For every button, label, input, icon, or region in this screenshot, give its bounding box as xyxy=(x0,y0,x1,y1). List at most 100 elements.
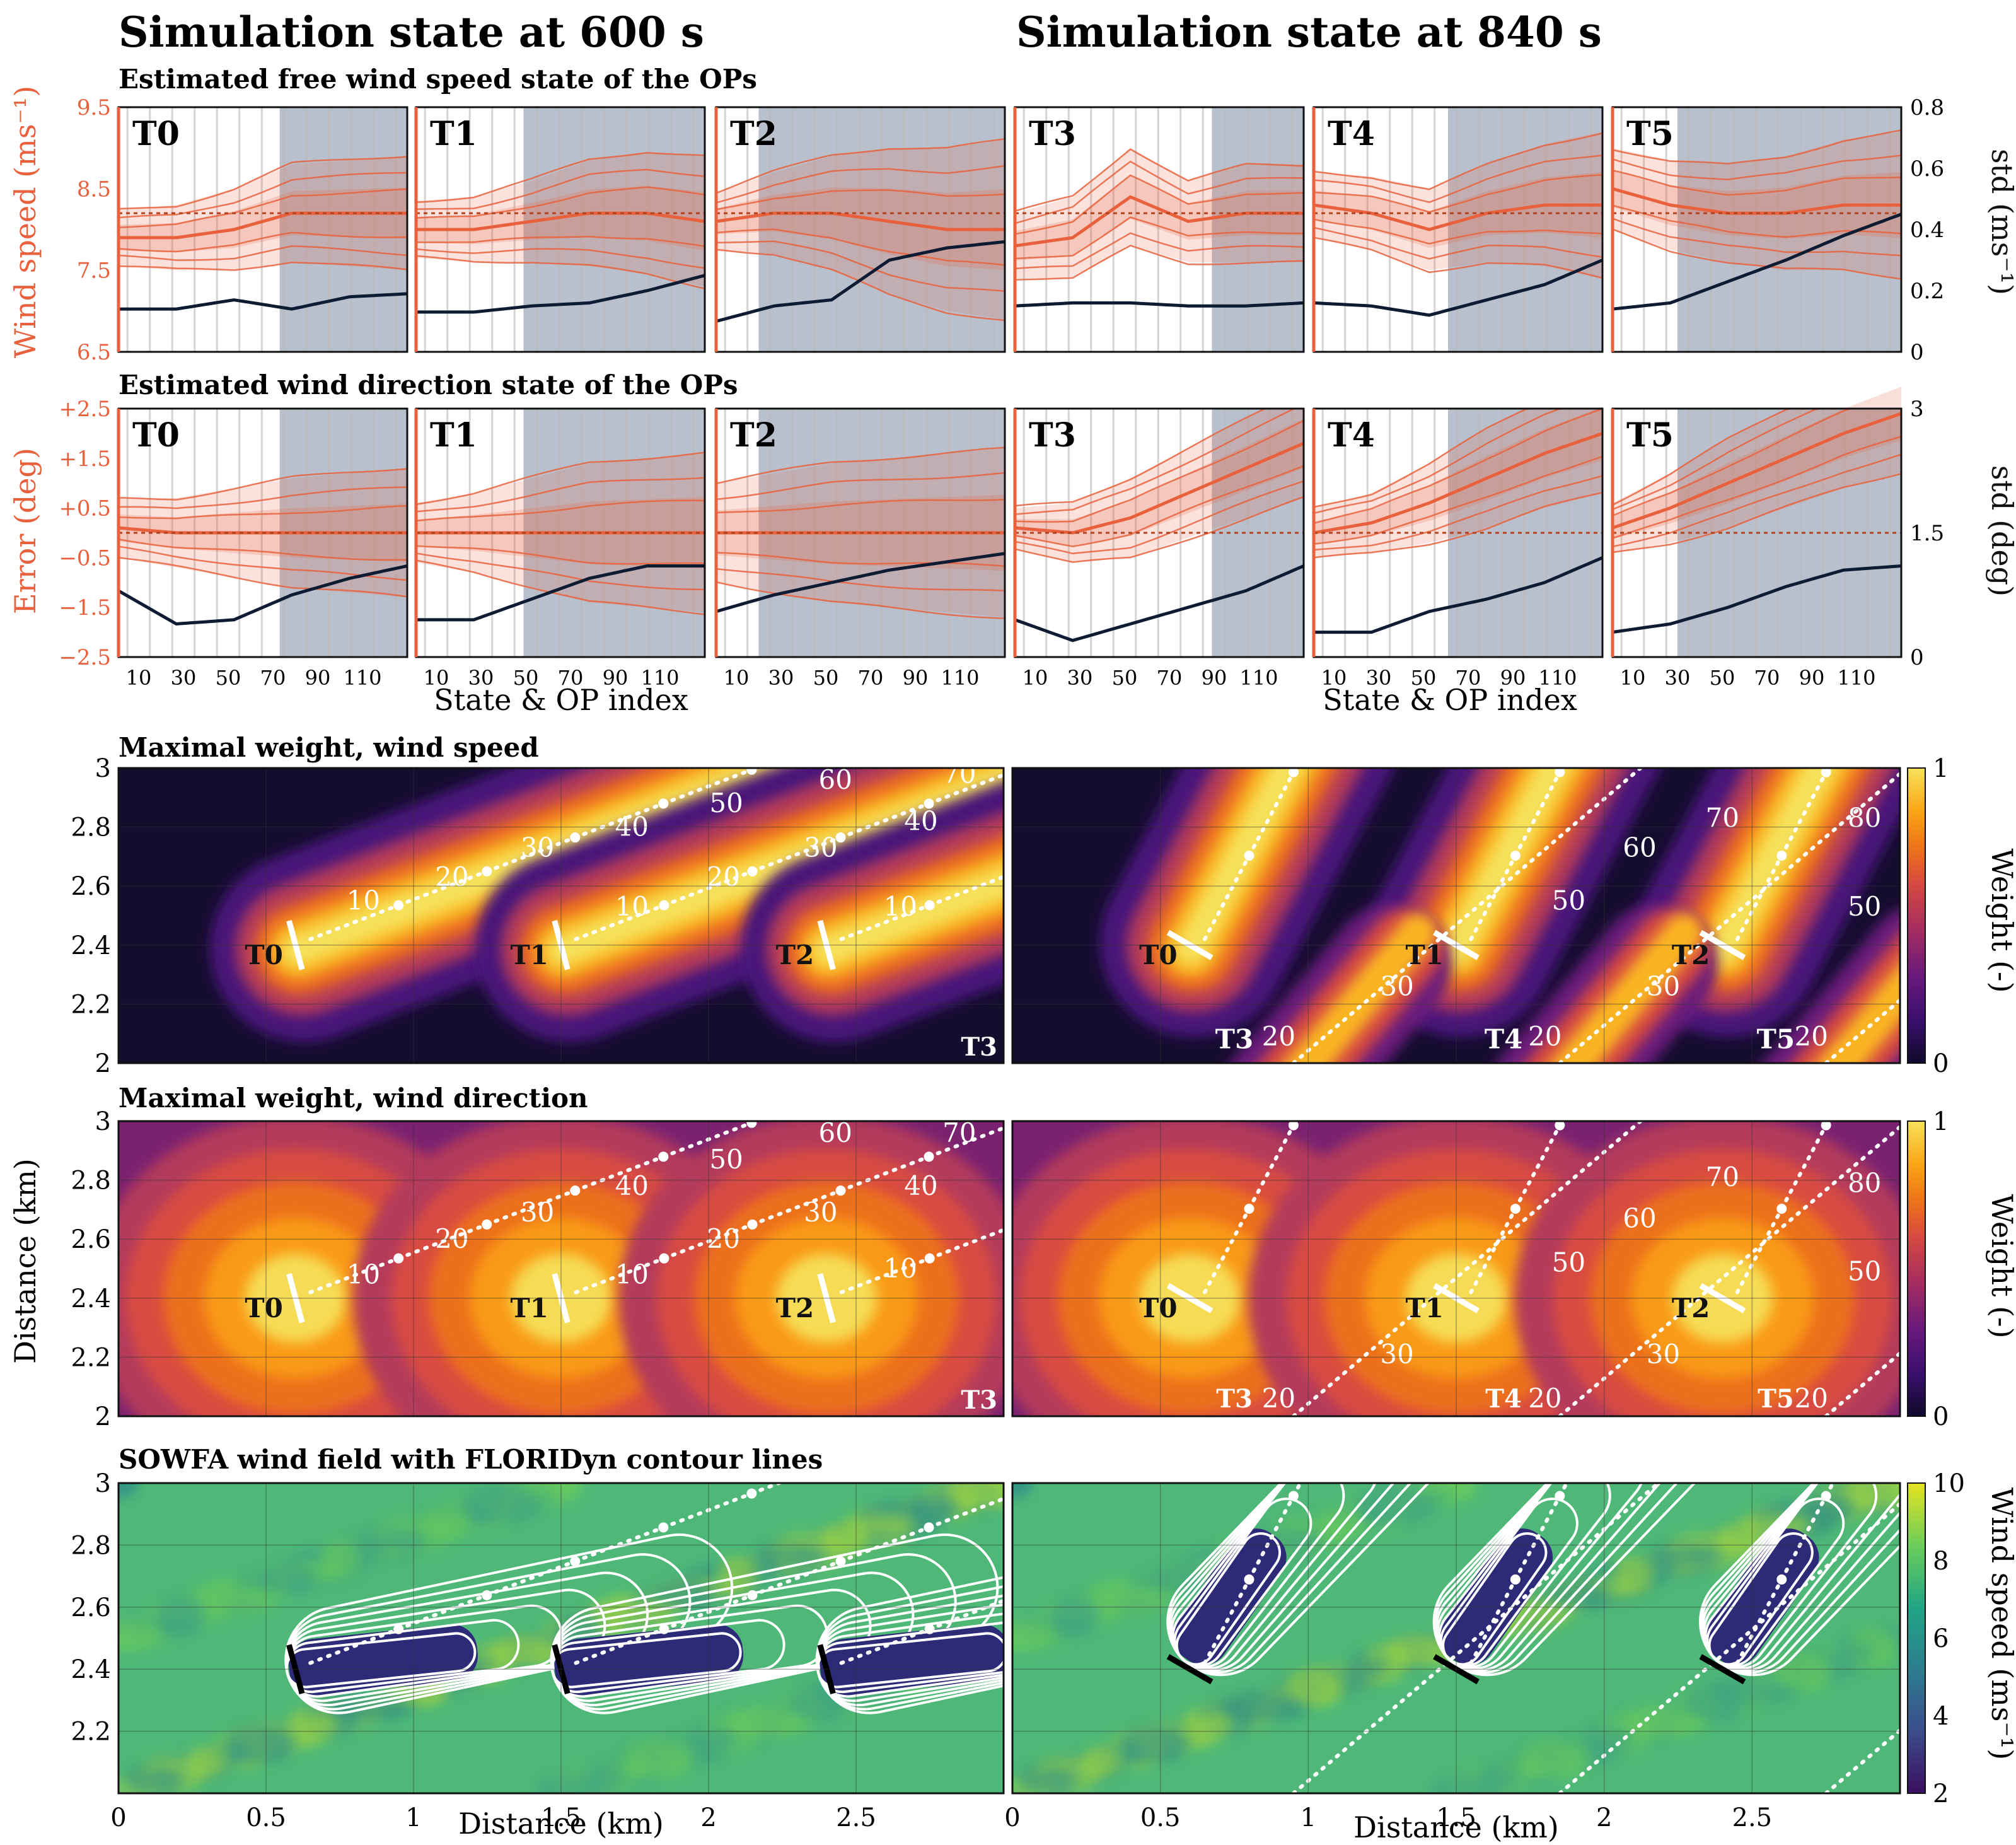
y-tick-label: 3 xyxy=(95,1107,111,1136)
panel-frame xyxy=(117,767,1005,1064)
ensemble-line xyxy=(1014,407,1304,515)
x-tick-label: 2 xyxy=(700,1803,716,1832)
spread-band xyxy=(1314,409,1602,558)
y2-tick-label: 1.5 xyxy=(1910,521,1944,546)
ensemble-line xyxy=(715,552,1005,567)
y-tick-label: +1.5 xyxy=(59,446,111,472)
ensemble-line xyxy=(118,231,408,253)
ensemble-line xyxy=(715,165,1005,204)
y-tick-label: 9.5 xyxy=(77,95,111,120)
turbulence-patch xyxy=(1050,1597,1099,1636)
colorbar-tick-label: 4 xyxy=(1933,1702,1949,1731)
turbulence-patch xyxy=(422,1508,470,1539)
turbulence-patch xyxy=(1583,1729,1631,1752)
title-weight-speed: Maximal weight, wind speed xyxy=(119,732,539,763)
op-chain xyxy=(1735,1483,1835,1665)
op-marker xyxy=(1510,850,1521,861)
ensemble-line xyxy=(118,261,408,271)
turbine-label: T1 xyxy=(430,115,477,153)
line-panel-T2: T2 xyxy=(714,106,1006,353)
op-index-label: 40 xyxy=(904,805,937,836)
bottom-turbine-label: T5 xyxy=(1758,1384,1794,1414)
op-chain-lower xyxy=(1291,768,1644,1063)
std-line xyxy=(715,552,1005,614)
turbulence-patch xyxy=(1710,1675,1788,1706)
op-index-label: 70 xyxy=(942,1117,976,1148)
op-chain-lower xyxy=(1558,771,1900,1063)
turbulence-patch xyxy=(1843,1483,1900,1508)
ensemble-line xyxy=(415,152,705,204)
x-tick-label: 30 xyxy=(1067,666,1093,690)
turbine-map-label: T2 xyxy=(776,940,814,970)
x-tick-label: 70 xyxy=(260,666,286,690)
op-marker xyxy=(659,1624,669,1634)
mean-line xyxy=(1612,412,1902,530)
x-tick-label: 50 xyxy=(513,666,539,690)
ensemble-line xyxy=(1014,232,1304,270)
y2-tick-label: 0.8 xyxy=(1910,95,1944,120)
op-index-label: T5 xyxy=(1757,1024,1795,1055)
turbulence-patch xyxy=(226,1725,294,1763)
op-marker xyxy=(1821,1491,1831,1501)
op-index-label: 20 xyxy=(1262,1021,1295,1052)
x-tick-label: 2 xyxy=(1596,1803,1612,1832)
colorbar xyxy=(1907,767,1926,1064)
ensemble-line xyxy=(415,545,705,565)
op-marker xyxy=(1776,1574,1787,1585)
op-chain xyxy=(1203,768,1298,941)
op-index-label: 10 xyxy=(615,891,649,922)
std-line xyxy=(416,274,705,314)
std-line xyxy=(117,564,408,626)
turbulence-patch xyxy=(1653,1546,1722,1569)
op-index-label: 30 xyxy=(804,1197,837,1228)
op-index-label: 10 xyxy=(347,885,380,916)
turbine-map-label: T0 xyxy=(245,940,282,970)
colorbar-tick-label: 8 xyxy=(1933,1547,1949,1576)
op-index-label: 10 xyxy=(883,1253,917,1284)
turbulence-patch xyxy=(119,1620,162,1651)
line-panel-T1: T1 xyxy=(414,106,706,353)
turbulence-patch xyxy=(460,1486,538,1524)
op-index-label: 30 xyxy=(1647,970,1680,1001)
op-chain xyxy=(839,1598,1004,1665)
y-tick-label: +2.5 xyxy=(59,397,111,422)
x-tick-label: 0 xyxy=(1004,1803,1020,1832)
state-index-label-right: State & OP index xyxy=(1323,683,1577,717)
op-marker xyxy=(1821,1121,1831,1131)
weight-cbar-label-1: Weight (-) xyxy=(1985,848,2016,992)
colorbar-tick-label: 0 xyxy=(1933,1049,1949,1078)
turbulence-patch xyxy=(586,1762,625,1793)
map-panel-maximal_weight_wind_direction-0: T0 T1 T2 10 20 30 40 50 60 70 10 20 30 40 10 T3 xyxy=(117,1117,1005,1417)
op-marker xyxy=(570,832,581,843)
turbulence-patch xyxy=(1348,1658,1387,1681)
y-tick-label: 2.6 xyxy=(71,1593,111,1622)
x-tick-label: 90 xyxy=(1799,666,1825,690)
op-index-label: 50 xyxy=(709,788,743,818)
op-marker xyxy=(393,1253,404,1264)
x-tick-label: 30 xyxy=(468,666,494,690)
turbulence-patch xyxy=(1183,1713,1232,1737)
op-marker xyxy=(746,1488,757,1499)
distance-y-label: Distance (km) xyxy=(8,1158,42,1364)
y2-tick-label: 0.2 xyxy=(1910,279,1944,304)
turbine-map-label: T1 xyxy=(511,940,548,970)
turbine-rotor xyxy=(1166,1654,1214,1685)
turbine-rotor xyxy=(1699,929,1746,960)
x-tick-label: 50 xyxy=(1112,666,1138,690)
ensemble-line xyxy=(715,567,1005,592)
x-tick-label: 30 xyxy=(171,666,197,690)
ensemble-line xyxy=(1014,465,1304,547)
ensemble-line xyxy=(715,446,1005,484)
turbine-rotor xyxy=(286,1644,305,1695)
speed-right-axis-label: std (ms⁻¹) xyxy=(1985,149,2016,295)
op-chain xyxy=(1735,1121,1831,1295)
op-marker xyxy=(835,1185,846,1196)
turbulence-patch xyxy=(1418,1483,1476,1498)
turbulence-patch xyxy=(1481,1762,1520,1793)
map-body xyxy=(1012,1483,1900,1793)
turbulence-patch xyxy=(289,1713,337,1737)
ensemble-line xyxy=(715,138,1005,194)
op-index-label: 30 xyxy=(1380,970,1413,1001)
wake-contour-line xyxy=(284,1533,734,1714)
y-tick-label: 6.5 xyxy=(77,340,111,365)
